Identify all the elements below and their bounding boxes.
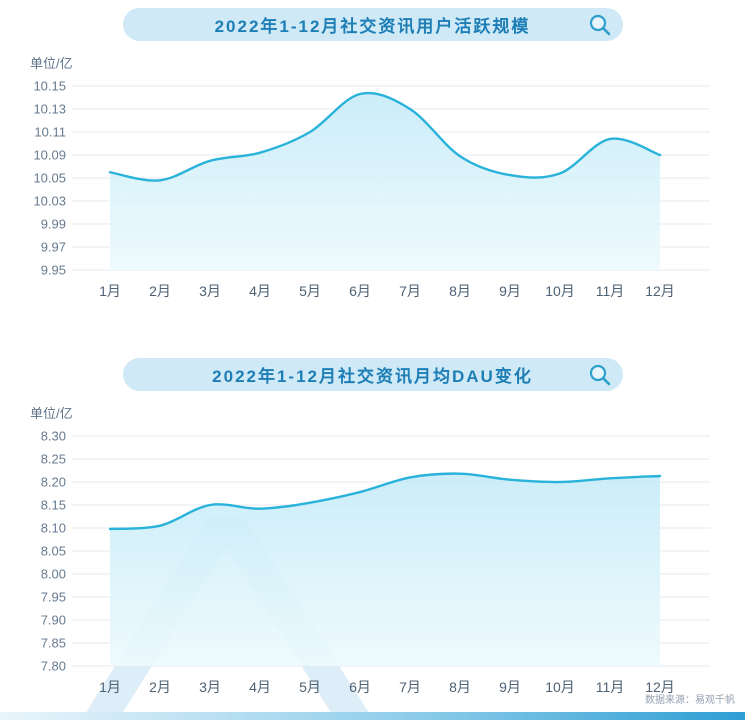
svg-text:4月: 4月 [249,283,271,299]
chart-block-dau: 2022年1-12月社交资讯月均DAU变化 单位/亿 8.30 8.25 8.20 8… [0,350,745,704]
svg-text:2月: 2月 [149,679,171,695]
svg-text:7.80: 7.80 [41,659,66,674]
svg-text:1月: 1月 [99,283,121,299]
svg-text:4月: 4月 [249,679,271,695]
svg-text:7.90: 7.90 [41,613,66,628]
unit-label: 单位/亿 [30,56,73,71]
area-fill [110,473,660,666]
svg-text:2月: 2月 [149,283,171,299]
chart-title: 2022年1-12月社交资讯月均DAU变化 [212,367,533,386]
svg-text:5月: 5月 [299,283,321,299]
svg-text:7月: 7月 [399,283,421,299]
magnifier-icon [589,14,610,36]
svg-text:7月: 7月 [399,679,421,695]
svg-text:6月: 6月 [349,283,371,299]
svg-text:8.20: 8.20 [41,475,66,490]
svg-text:11月: 11月 [596,679,625,695]
svg-text:10.11: 10.11 [34,125,66,140]
svg-text:9月: 9月 [499,679,521,695]
title-area: 2022年1-12月社交资讯月均DAU变化 [0,350,745,391]
svg-text:12月: 12月 [645,283,675,299]
svg-text:3月: 3月 [199,679,221,695]
svg-text:8.05: 8.05 [41,544,66,559]
svg-text:9.99: 9.99 [41,217,66,232]
svg-text:11月: 11月 [596,283,625,299]
svg-text:8.10: 8.10 [41,521,66,536]
svg-text:8.25: 8.25 [41,452,66,467]
title-area: 2022年1-12月社交资讯用户活跃规模 [0,0,745,41]
bottom-gradient-bar [0,712,745,720]
svg-text:10.15: 10.15 [33,79,66,94]
svg-text:10.13: 10.13 [33,102,66,117]
data-source-note: 数据来源：易观千帆 [645,695,735,706]
svg-text:9月: 9月 [499,283,521,299]
svg-text:12月: 12月 [645,679,675,695]
chart-title-pill: 2022年1-12月社交资讯月均DAU变化 [122,358,623,391]
area-fill [110,93,660,270]
svg-text:9.95: 9.95 [41,263,66,278]
watermark-letter-a [81,517,374,720]
svg-text:10.09: 10.09 [33,148,66,163]
svg-text:1月: 1月 [99,679,121,695]
svg-text:6月: 6月 [349,679,371,695]
data-line [108,472,662,531]
area-chart-active-users: 10.15 10.13 10.11 10.09 10.05 10.03 9.99 9.97 9.… [33,79,710,299]
svg-text:7.95: 7.95 [41,590,66,605]
chart-title-pill: 2022年1-12月社交资讯用户活跃规模 [122,8,623,41]
svg-text:3月: 3月 [199,283,221,299]
chart-block-active-users: 2022年1-12月社交资讯用户活跃规模 单位/亿 10.15 10.13 10.1… [0,0,745,308]
svg-text:5月: 5月 [299,679,321,695]
area-chart-dau: 8.30 8.25 8.20 8.15 8.10 8.05 8.00 7.95 7.90 7.85… [41,429,710,695]
unit-label: 单位/亿 [30,406,73,421]
svg-text:8月: 8月 [449,679,471,695]
report-content: 2022年1-12月社交资讯用户活跃规模 单位/亿 10.15 10.13 10.1… [0,0,745,704]
data-line [108,91,662,182]
svg-text:8.00: 8.00 [41,567,66,582]
svg-text:8月: 8月 [449,283,471,299]
svg-text:10月: 10月 [545,679,575,695]
chart-title: 2022年1-12月社交资讯用户活跃规模 [214,17,531,36]
watermark-shape [81,517,374,720]
svg-text:10.03: 10.03 [33,194,66,209]
magnifier-icon [589,364,610,386]
svg-text:10月: 10月 [545,283,575,299]
svg-text:9.97: 9.97 [41,240,66,255]
svg-text:10.05: 10.05 [33,171,66,186]
svg-text:8.15: 8.15 [41,498,66,513]
svg-text:7.85: 7.85 [41,636,66,651]
svg-text:8.30: 8.30 [41,429,66,444]
